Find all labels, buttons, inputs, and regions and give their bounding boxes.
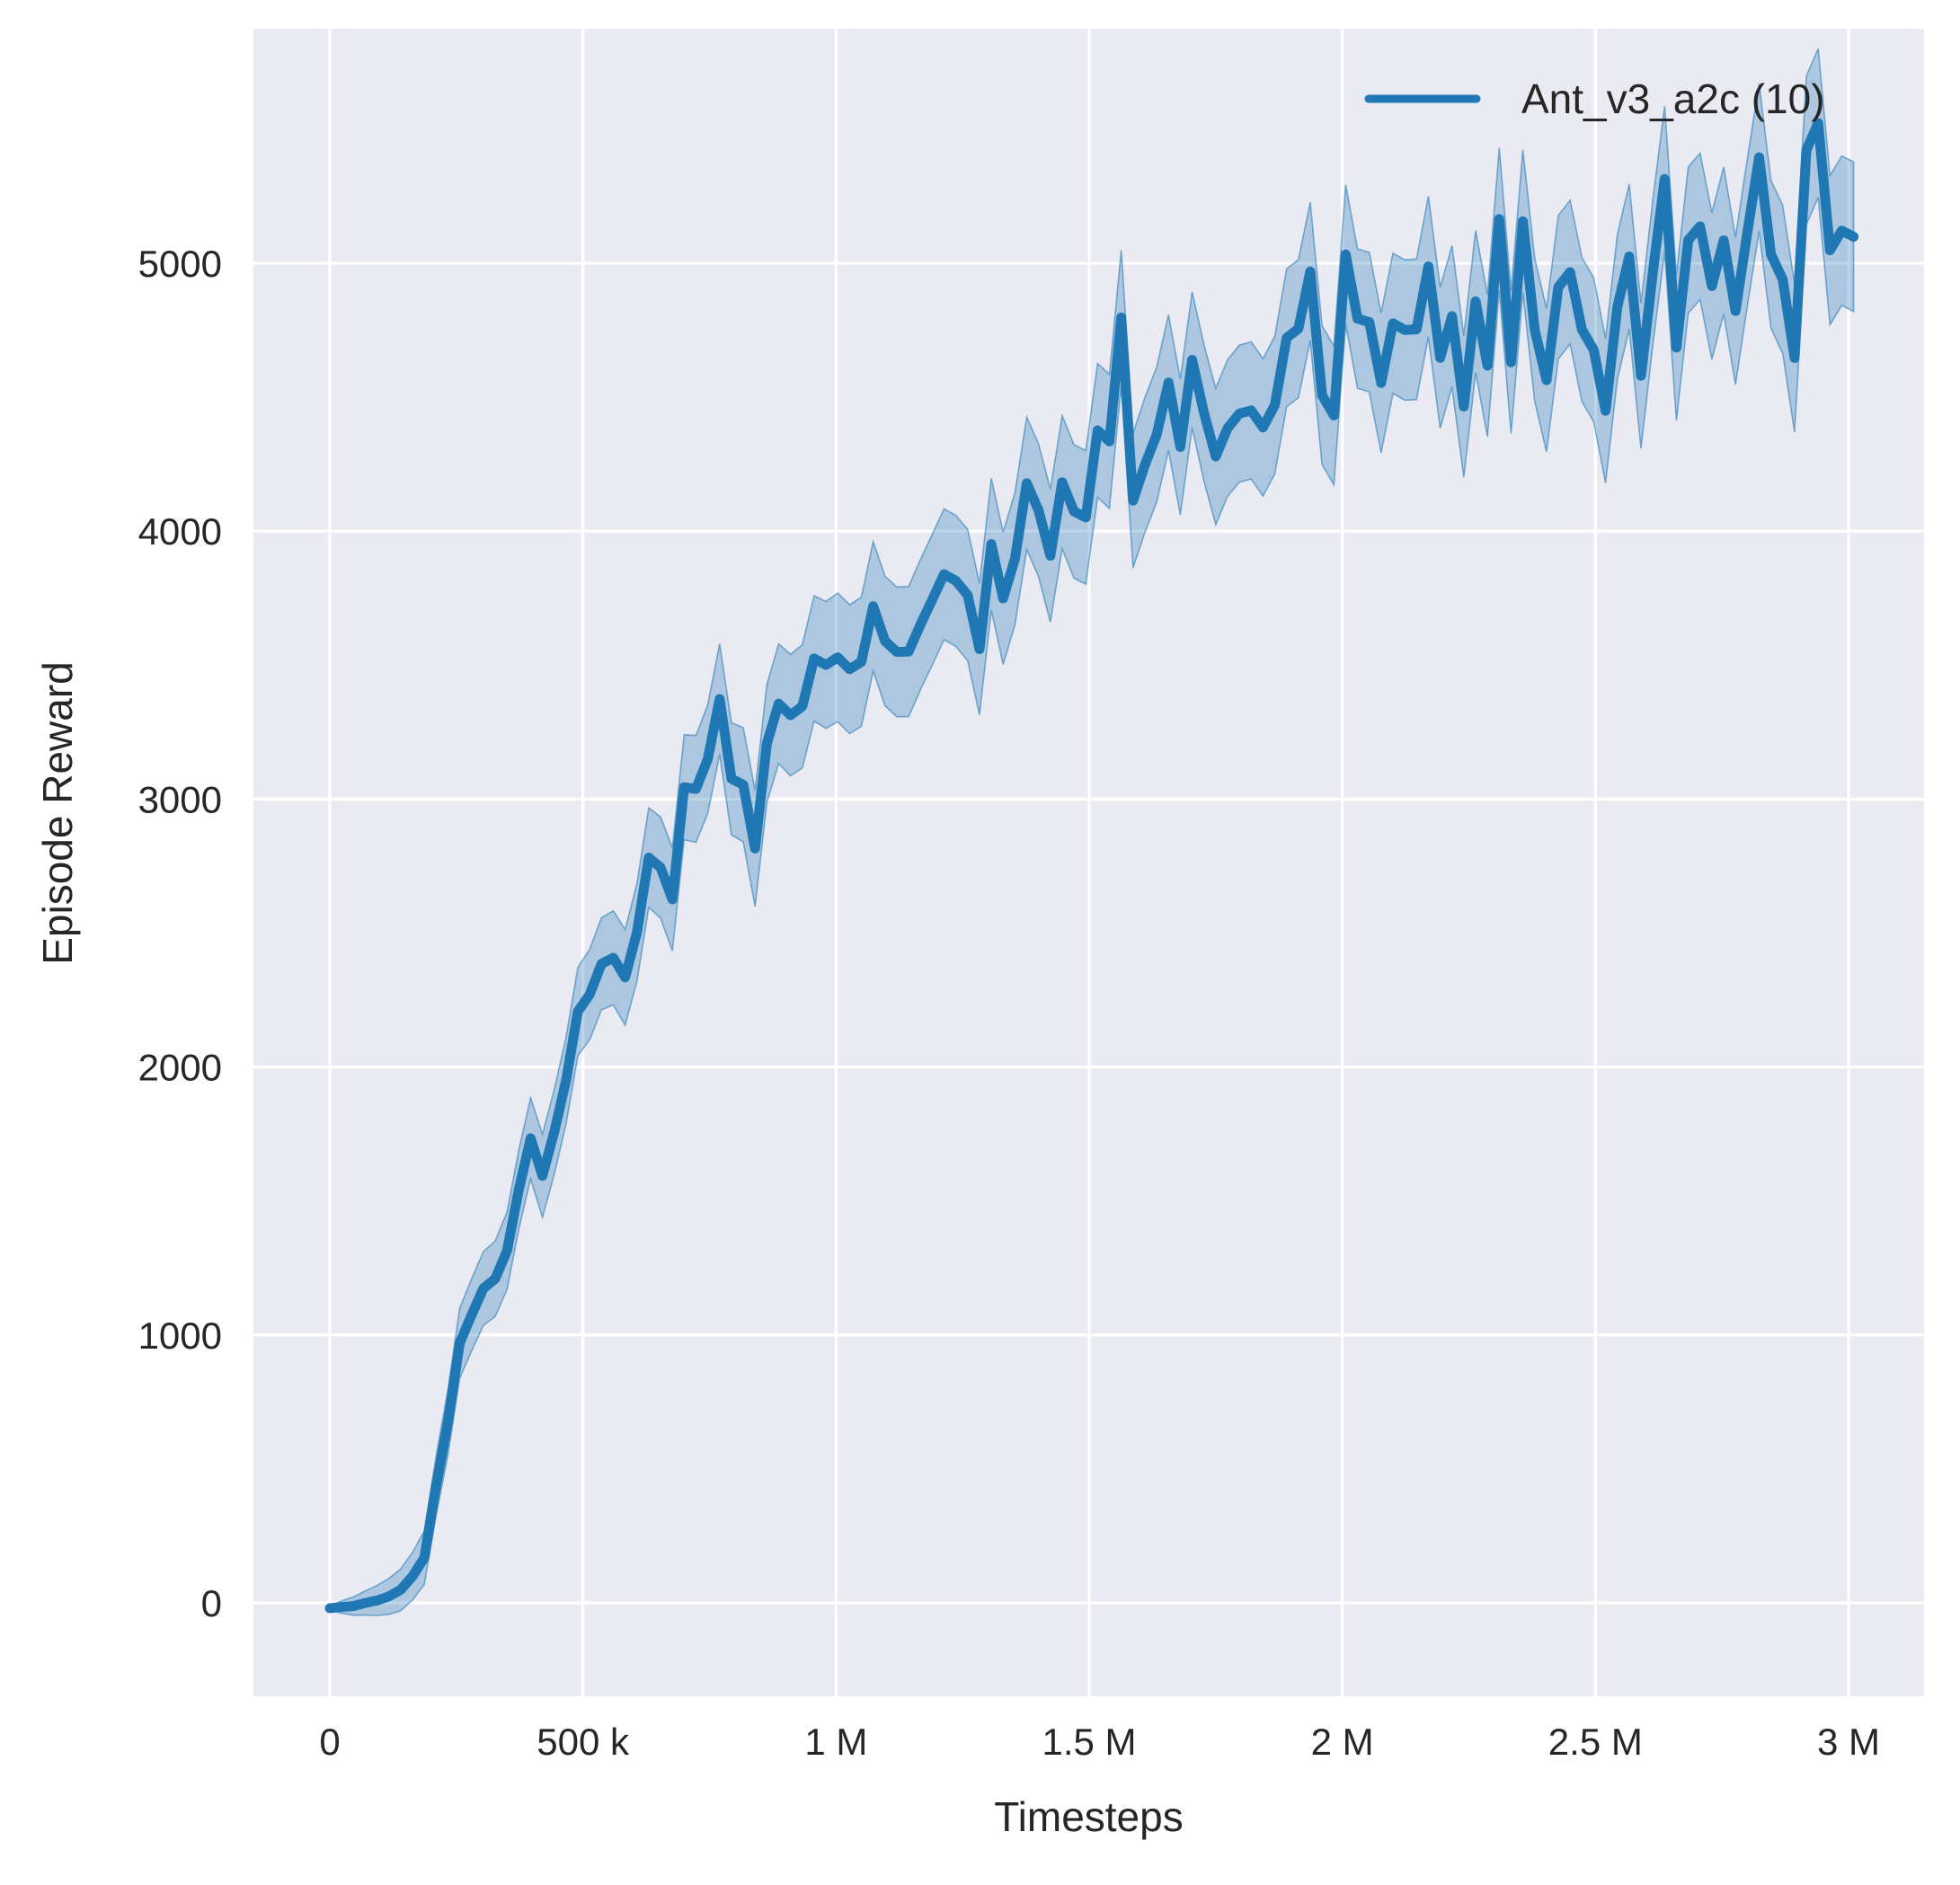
svg-text:Ant_v3_a2c (10): Ant_v3_a2c (10) xyxy=(1521,75,1825,122)
svg-text:2.5 M: 2.5 M xyxy=(1548,1721,1643,1763)
svg-text:0: 0 xyxy=(319,1721,340,1763)
svg-text:3000: 3000 xyxy=(138,778,222,820)
svg-text:0: 0 xyxy=(201,1582,222,1624)
svg-text:3 M: 3 M xyxy=(1817,1721,1880,1763)
svg-text:1.5 M: 1.5 M xyxy=(1042,1721,1136,1763)
svg-text:Episode Reward: Episode Reward xyxy=(34,661,81,965)
svg-text:1000: 1000 xyxy=(138,1314,222,1357)
svg-text:5000: 5000 xyxy=(138,243,222,285)
svg-text:Timesteps: Timesteps xyxy=(994,1793,1183,1840)
svg-text:2000: 2000 xyxy=(138,1047,222,1089)
svg-text:1 M: 1 M xyxy=(804,1721,867,1763)
svg-text:500 k: 500 k xyxy=(537,1721,630,1763)
svg-text:4000: 4000 xyxy=(138,510,222,553)
svg-text:2 M: 2 M xyxy=(1311,1721,1374,1763)
